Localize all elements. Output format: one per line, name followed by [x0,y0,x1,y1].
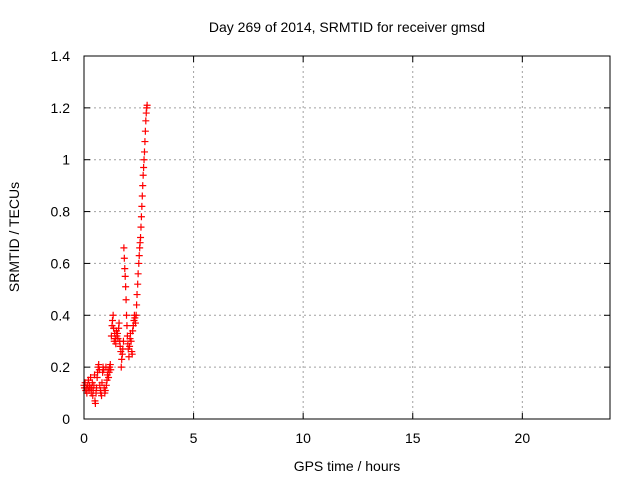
data-point [123,322,131,330]
data-point [135,259,143,267]
y-tick-label: 0.4 [51,307,71,323]
data-point [117,363,125,371]
data-point [91,399,99,407]
data-point [140,163,148,171]
data-point [141,138,149,146]
data-point [102,381,110,389]
x-tick-label: 0 [80,430,88,446]
y-tick-label: 1.2 [51,100,71,116]
data-point [143,101,151,109]
data-point [128,350,136,358]
data-point [108,316,116,324]
data-point [141,127,149,135]
grid-lines [84,56,610,419]
data-point [87,374,95,382]
data-point [132,311,140,319]
y-tick-label: 0.6 [51,255,71,271]
data-point [126,342,134,350]
tick-labels: 0 5 10 15 20 0 0.2 0.4 0.6 0.8 1 1.2 1.4 [51,48,531,446]
data-point [138,202,146,210]
data-point [137,213,145,221]
data-point [134,280,142,288]
data-point [140,148,148,156]
data-point [121,272,129,280]
data-point [123,311,131,319]
data-point [135,252,143,260]
data-point [132,319,140,327]
y-tick-label: 1 [62,152,70,168]
y-tick-label: 0.2 [51,359,71,375]
data-point [98,379,106,387]
y-tick-label: 1.4 [51,48,71,64]
y-tick-label: 0.8 [51,204,71,220]
data-point [137,223,145,231]
data-point [139,171,147,179]
x-tick-label: 10 [295,430,311,446]
y-axis-label: SRMTID / TECUs [6,182,22,292]
data-point [109,311,117,319]
data-point [140,156,148,164]
data-point [137,234,145,241]
data-point [95,361,103,369]
axis-ticks [83,55,610,420]
data-points [80,101,151,407]
data-point [122,283,130,291]
data-point [119,337,127,345]
data-point [133,291,141,299]
data-point [129,327,137,335]
x-tick-label: 20 [515,430,531,446]
data-point [138,192,146,200]
x-tick-label: 5 [190,430,198,446]
data-point [101,386,109,394]
data-point [121,265,129,273]
data-point [142,117,150,125]
data-point [139,182,147,190]
data-point [127,337,135,345]
data-point [122,296,130,304]
data-point [120,244,128,252]
data-point [134,270,142,278]
data-point [118,355,126,363]
data-point [115,319,123,327]
data-point [112,340,120,348]
x-axis-label: GPS time / hours [294,458,401,474]
data-point [133,301,141,309]
x-tick-label: 15 [405,430,421,446]
y-tick-label: 0 [62,411,70,427]
data-point [107,366,115,374]
plot-frame [83,55,611,420]
data-point [120,254,128,262]
data-point [105,374,113,382]
chart-title: Day 269 of 2014, SRMTID for receiver gms… [209,19,485,35]
